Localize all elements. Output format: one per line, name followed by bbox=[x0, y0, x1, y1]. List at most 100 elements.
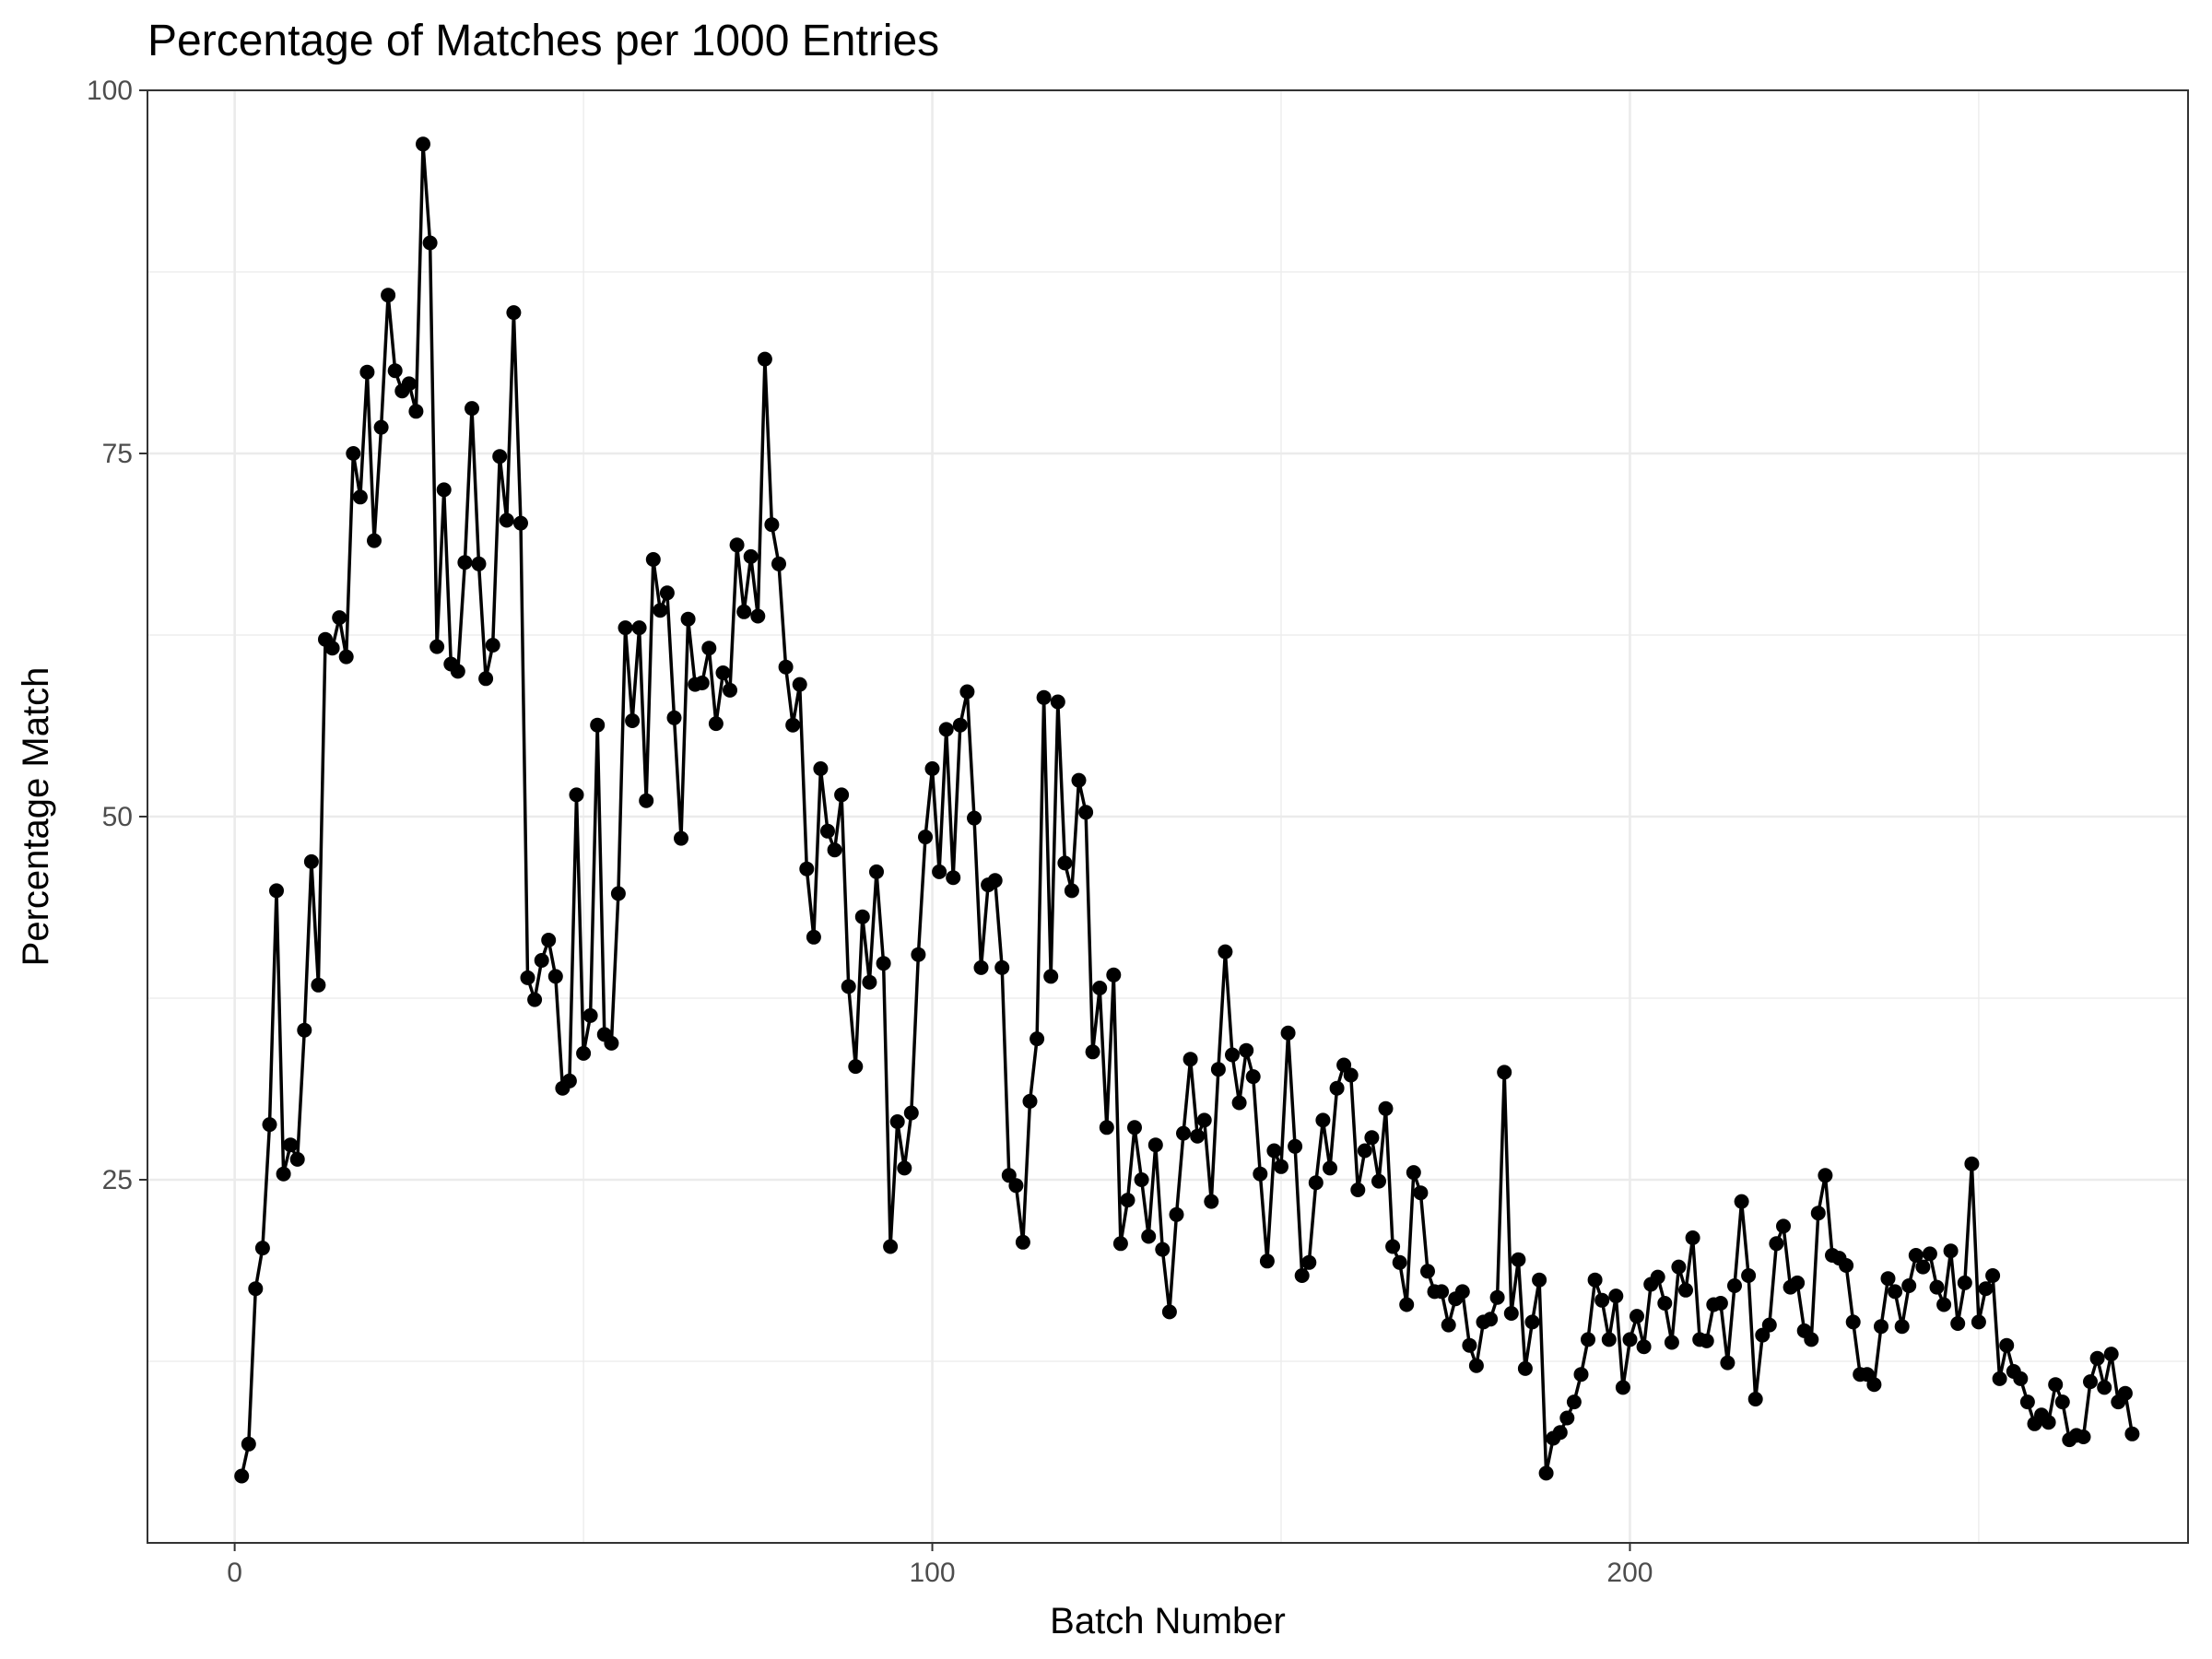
data-point bbox=[561, 1073, 577, 1088]
data-point bbox=[1552, 1425, 1568, 1441]
data-point bbox=[1581, 1332, 1595, 1347]
data-point bbox=[436, 482, 452, 498]
data-point bbox=[729, 537, 745, 553]
data-point bbox=[911, 947, 926, 962]
data-point bbox=[1441, 1317, 1456, 1333]
data-point bbox=[1350, 1182, 1366, 1197]
data-point bbox=[1196, 1112, 1212, 1128]
data-point bbox=[1204, 1194, 1219, 1209]
data-point bbox=[1936, 1297, 1952, 1312]
data-point bbox=[408, 404, 424, 419]
data-point bbox=[708, 716, 724, 732]
data-point bbox=[1776, 1218, 1791, 1234]
data-point bbox=[1378, 1100, 1394, 1116]
data-point bbox=[1901, 1278, 1917, 1293]
data-point bbox=[2089, 1350, 2105, 1366]
data-point bbox=[1371, 1173, 1386, 1189]
data-point bbox=[610, 886, 626, 901]
data-point bbox=[1650, 1269, 1665, 1285]
data-point bbox=[1406, 1165, 1421, 1181]
data-point bbox=[311, 977, 326, 993]
data-point bbox=[1615, 1380, 1630, 1395]
x-tick-label: 100 bbox=[910, 1558, 956, 1588]
data-point bbox=[289, 1151, 305, 1167]
data-point bbox=[367, 533, 382, 548]
data-point bbox=[1971, 1314, 1986, 1330]
data-point bbox=[959, 684, 975, 700]
data-point bbox=[813, 761, 829, 776]
data-point bbox=[1399, 1297, 1415, 1312]
data-point bbox=[1245, 1069, 1261, 1085]
data-point bbox=[757, 351, 772, 367]
data-point bbox=[618, 620, 633, 636]
data-point bbox=[499, 512, 514, 528]
data-point bbox=[1594, 1292, 1610, 1308]
data-point bbox=[1357, 1143, 1372, 1159]
data-point bbox=[346, 446, 361, 461]
data-point bbox=[827, 842, 842, 858]
data-point bbox=[2019, 1394, 2035, 1410]
data-point bbox=[1225, 1047, 1240, 1063]
data-point bbox=[1106, 967, 1122, 982]
x-axis-title: Batch Number bbox=[1050, 1601, 1286, 1641]
chart-title: Percentage of Matches per 1000 Entries bbox=[147, 17, 939, 65]
data-point bbox=[1985, 1268, 2001, 1283]
data-point bbox=[457, 555, 473, 571]
data-point bbox=[1161, 1304, 1177, 1320]
data-point bbox=[513, 515, 528, 531]
data-point bbox=[666, 710, 682, 725]
data-point bbox=[387, 363, 403, 379]
data-point bbox=[952, 717, 968, 733]
data-point bbox=[1804, 1332, 1819, 1347]
data-point bbox=[1064, 883, 1079, 899]
data-point bbox=[1587, 1272, 1603, 1288]
data-point bbox=[1888, 1284, 1903, 1300]
data-point bbox=[1685, 1230, 1700, 1245]
data-point bbox=[1964, 1156, 1980, 1171]
data-point bbox=[1566, 1394, 1582, 1410]
data-point bbox=[1182, 1052, 1198, 1067]
data-point bbox=[1915, 1259, 1931, 1275]
data-point bbox=[1957, 1275, 1972, 1290]
data-point bbox=[625, 713, 641, 728]
data-point bbox=[1343, 1067, 1359, 1083]
data-point bbox=[492, 449, 508, 465]
data-point bbox=[1468, 1358, 1484, 1373]
data-point bbox=[820, 823, 835, 839]
data-point bbox=[938, 722, 954, 737]
data-point bbox=[1274, 1159, 1288, 1174]
data-point bbox=[1099, 1120, 1114, 1135]
data-point bbox=[590, 717, 606, 733]
data-point bbox=[248, 1281, 264, 1297]
data-point bbox=[1078, 805, 1094, 820]
data-point bbox=[1057, 855, 1073, 871]
data-point bbox=[1462, 1337, 1477, 1353]
data-point bbox=[932, 864, 947, 879]
data-point bbox=[506, 305, 522, 321]
data-point bbox=[876, 956, 891, 971]
data-point bbox=[2124, 1426, 2140, 1441]
data-point bbox=[582, 1007, 598, 1023]
data-point bbox=[1266, 1143, 1282, 1159]
data-point bbox=[1015, 1234, 1030, 1250]
data-point bbox=[1329, 1080, 1345, 1096]
data-point bbox=[750, 608, 766, 624]
data-point bbox=[1573, 1367, 1589, 1382]
data-point bbox=[1030, 1031, 1045, 1047]
data-point bbox=[303, 853, 319, 869]
data-point bbox=[659, 585, 675, 601]
data-point bbox=[1364, 1130, 1380, 1146]
data-point bbox=[771, 556, 786, 571]
data-point bbox=[381, 288, 396, 303]
data-point bbox=[1657, 1296, 1673, 1311]
data-point bbox=[1231, 1095, 1247, 1111]
data-point bbox=[1210, 1062, 1226, 1077]
data-series bbox=[234, 136, 2140, 1484]
data-point bbox=[889, 1114, 905, 1129]
data-point bbox=[967, 810, 982, 826]
data-point bbox=[1741, 1268, 1757, 1283]
data-point bbox=[1112, 1236, 1128, 1252]
y-tick-label: 50 bbox=[102, 802, 133, 832]
data-point bbox=[1601, 1332, 1617, 1347]
